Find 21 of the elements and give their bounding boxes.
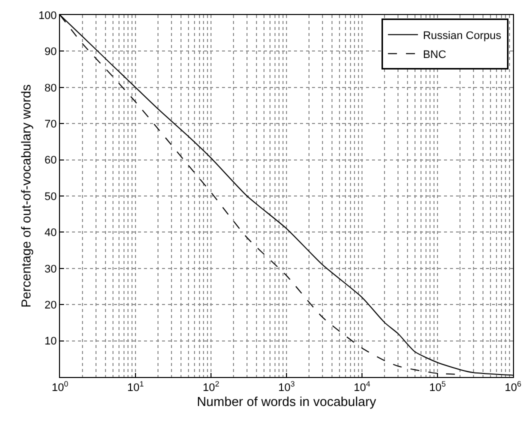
y-tick-label: 20: [44, 299, 57, 312]
y-tick-label: 100: [38, 10, 57, 22]
x-tick-label: 10$^{5}$: [429, 380, 446, 394]
y-tick-label: 70: [44, 118, 57, 130]
y-tick-label: 90: [44, 46, 57, 58]
x-tick-label: 10$^{0}$: [52, 380, 68, 394]
x-tick-label: 10$^{6}$: [504, 380, 522, 394]
y-tick-label: 10: [44, 336, 57, 348]
y-tick-label: 60: [44, 154, 57, 167]
x-axis-title: Number of words in vocabulary: [196, 394, 377, 410]
y-tick-label: 40: [44, 227, 57, 240]
x-tick-label: 10$^{1}$: [127, 380, 144, 394]
y-axis-title: Percentage of out-of-vocabulary words: [18, 84, 34, 308]
y-tick-label: 30: [44, 263, 57, 276]
legend-label: BNC: [422, 48, 446, 61]
y-tick-label: 50: [44, 190, 57, 203]
legend-label: Russian Corpus: [422, 30, 502, 42]
x-tick-label: 10$^{2}$: [202, 380, 220, 394]
x-tick-label: 10$^{4}$: [354, 380, 371, 394]
x-tick-label: 10$^{3}$: [278, 380, 295, 394]
y-tick-label: 80: [44, 82, 57, 94]
